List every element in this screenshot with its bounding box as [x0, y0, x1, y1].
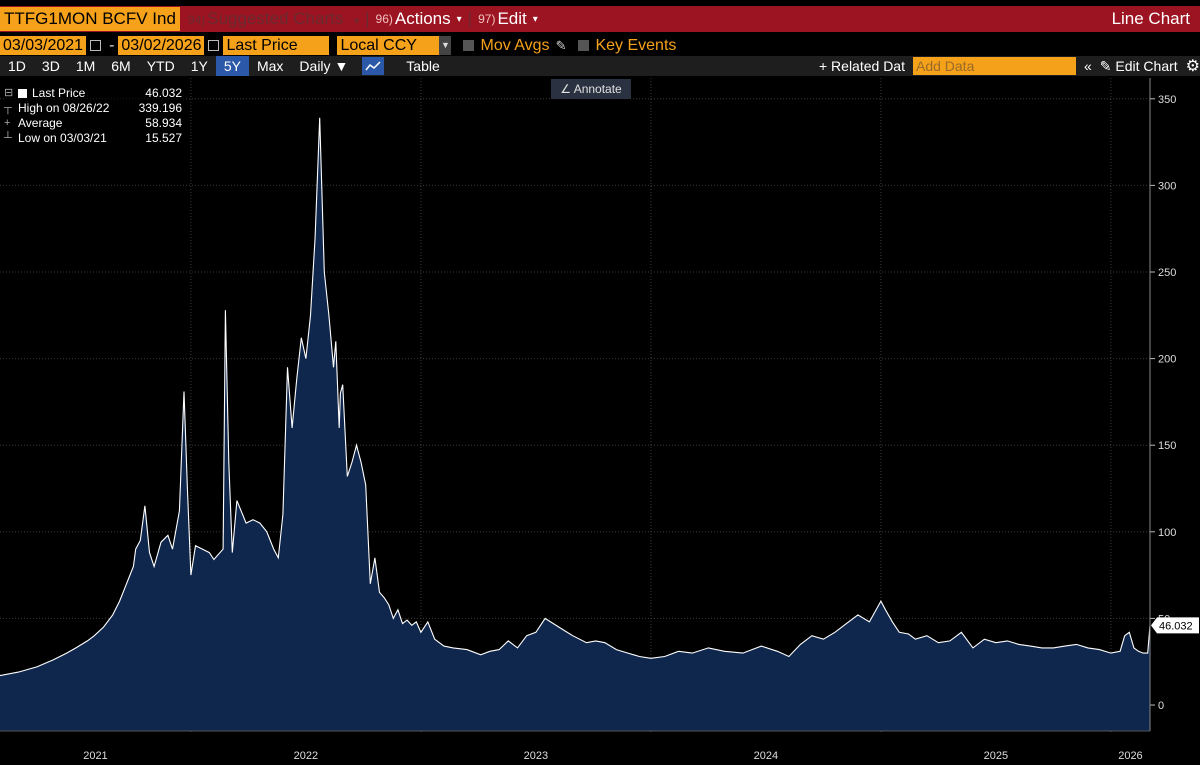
edit-chart-label: Edit Chart	[1115, 57, 1178, 74]
y-tick-label: 250	[1158, 267, 1176, 279]
range-ytd[interactable]: YTD	[146, 58, 175, 74]
legend-row-high: ┬ High on 08/26/22 339.196	[4, 101, 184, 116]
legend: ⊟ Last Price 46.032 ┬ High on 08/26/22 339…	[4, 86, 184, 146]
last-price-tag	[1151, 617, 1199, 634]
mov-avgs-checkbox[interactable]	[463, 40, 475, 51]
chevron-down-icon[interactable]: ▼	[439, 36, 452, 55]
pencil-icon[interactable]: ✎	[555, 37, 567, 53]
price-line	[0, 117, 1151, 677]
add-data-input[interactable]: Add Data	[912, 57, 1076, 75]
suggested-charts-number: 94)	[187, 13, 206, 27]
legend-label: Low on 03/03/21	[18, 131, 107, 145]
actions-number: 96)	[375, 12, 393, 26]
high-marker-icon: ┬	[4, 102, 12, 114]
legend-value: 46.032	[145, 86, 182, 100]
header-bar: TTFG1MON BCFV Ind 94) Suggested Charts ▾ …	[0, 6, 1200, 32]
mov-avgs-label: Mov Avgs	[480, 36, 550, 54]
legend-row-average: + Average 58.934	[4, 116, 184, 131]
y-tick-label: 100	[1158, 527, 1176, 539]
chevron-down-icon: ▾	[532, 13, 538, 25]
line-chart-icon[interactable]	[362, 57, 385, 75]
range-1d[interactable]: 1D	[8, 58, 26, 74]
annotate-button[interactable]: ∠ Annotate	[551, 79, 631, 99]
gear-icon[interactable]: ⚙	[1185, 58, 1200, 75]
x-tick-label: 2022	[294, 750, 318, 762]
pen-icon: ∠	[560, 82, 572, 96]
pencil-icon: ✎	[1099, 57, 1112, 74]
frequency-label: Daily	[299, 58, 331, 74]
suggested-charts-menu[interactable]: 94) Suggested Charts ▾	[188, 9, 359, 29]
edit-menu[interactable]: 97) Edit ▾	[478, 9, 538, 29]
last-price-label: 46.032	[1151, 617, 1199, 634]
chart-settings-row: 03/03/2021 - 03/02/2026 Last Price Local…	[0, 35, 1200, 56]
range-max[interactable]: Max	[256, 58, 284, 74]
table-button[interactable]: Table	[406, 58, 440, 74]
price-area	[0, 117, 1150, 732]
related-data-button[interactable]: + Related Dat	[818, 58, 905, 74]
chevron-down-icon: ▾	[456, 13, 462, 25]
y-tick-label: 150	[1158, 440, 1176, 452]
average-marker-icon: +	[4, 117, 11, 129]
range-3d[interactable]: 3D	[41, 58, 60, 74]
field-select[interactable]: Last Price	[223, 36, 330, 55]
chart-type-label: Line Chart	[1111, 9, 1190, 28]
menu-divider: |	[365, 9, 370, 28]
legend-label: Average	[18, 116, 63, 130]
legend-label: High on 08/26/22	[18, 101, 110, 115]
date-range-dash: -	[109, 36, 115, 54]
menu-divider: |	[467, 9, 473, 28]
currency-select[interactable]: Local CCY	[337, 36, 440, 55]
annotate-label: Annotate	[573, 82, 622, 96]
key-events-label: Key Events	[595, 36, 677, 54]
x-tick-label: 2023	[524, 750, 548, 762]
legend-label: Last Price	[32, 86, 86, 100]
actions-menu[interactable]: 96) Actions ▾	[376, 9, 462, 29]
low-marker-icon: ┴	[4, 132, 12, 144]
chevron-down-icon: ▾	[354, 16, 360, 27]
edit-number: 97)	[478, 12, 496, 26]
x-tick-label: 2026	[1118, 750, 1142, 762]
toolbar: 1D 3D 1M 6M YTD 1Y 5Y Max Daily ▼ Table …	[0, 56, 1200, 76]
legend-row-low: ┴ Low on 03/03/21 15.527	[4, 131, 184, 146]
legend-row-last: ⊟ Last Price 46.032	[4, 86, 184, 101]
chevron-down-icon: ▼	[334, 58, 349, 74]
expand-icon: ⊟	[4, 87, 14, 99]
last-price-value: 46.032	[1159, 620, 1193, 632]
calendar-icon[interactable]	[208, 40, 220, 51]
x-tick-label: 2025	[984, 750, 1008, 762]
y-tick-label: 0	[1158, 700, 1164, 712]
legend-value: 58.934	[145, 116, 182, 130]
range-1m[interactable]: 1M	[75, 58, 96, 74]
suggested-charts-label: Suggested Charts	[207, 9, 344, 28]
x-tick-label: 2021	[83, 750, 107, 762]
ticker-field[interactable]: TTFG1MON BCFV Ind	[0, 7, 180, 31]
collapse-icon[interactable]: «	[1083, 58, 1092, 74]
key-events-checkbox[interactable]	[578, 40, 590, 51]
y-tick-label: 200	[1158, 354, 1176, 366]
legend-value: 339.196	[138, 101, 182, 115]
y-tick-label: 300	[1158, 180, 1176, 192]
end-date-field[interactable]: 03/02/2026	[118, 36, 205, 55]
range-1y[interactable]: 1Y	[190, 58, 208, 74]
start-date-field[interactable]: 03/03/2021	[0, 36, 87, 55]
x-axis: 2021 2022 2023 2024 2025 2026	[0, 730, 1200, 765]
legend-value: 15.527	[145, 131, 182, 145]
edit-label: Edit	[497, 9, 527, 28]
x-tick-label: 2024	[754, 750, 778, 762]
frequency-select[interactable]: Daily ▼	[291, 56, 356, 76]
legend-swatch	[18, 89, 27, 98]
edit-chart-button[interactable]: ✎ Edit Chart	[1100, 58, 1178, 75]
y-axis: 050100150200250300350	[1149, 78, 1176, 731]
prev-ticker-strip	[0, 0, 1200, 6]
calendar-icon[interactable]	[90, 40, 102, 51]
x-axis-band	[0, 732, 1200, 765]
range-6m[interactable]: 6M	[111, 58, 131, 74]
y-tick-label: 350	[1158, 94, 1176, 106]
range-5y[interactable]: 5Y	[215, 56, 249, 76]
actions-label: Actions	[394, 9, 451, 28]
